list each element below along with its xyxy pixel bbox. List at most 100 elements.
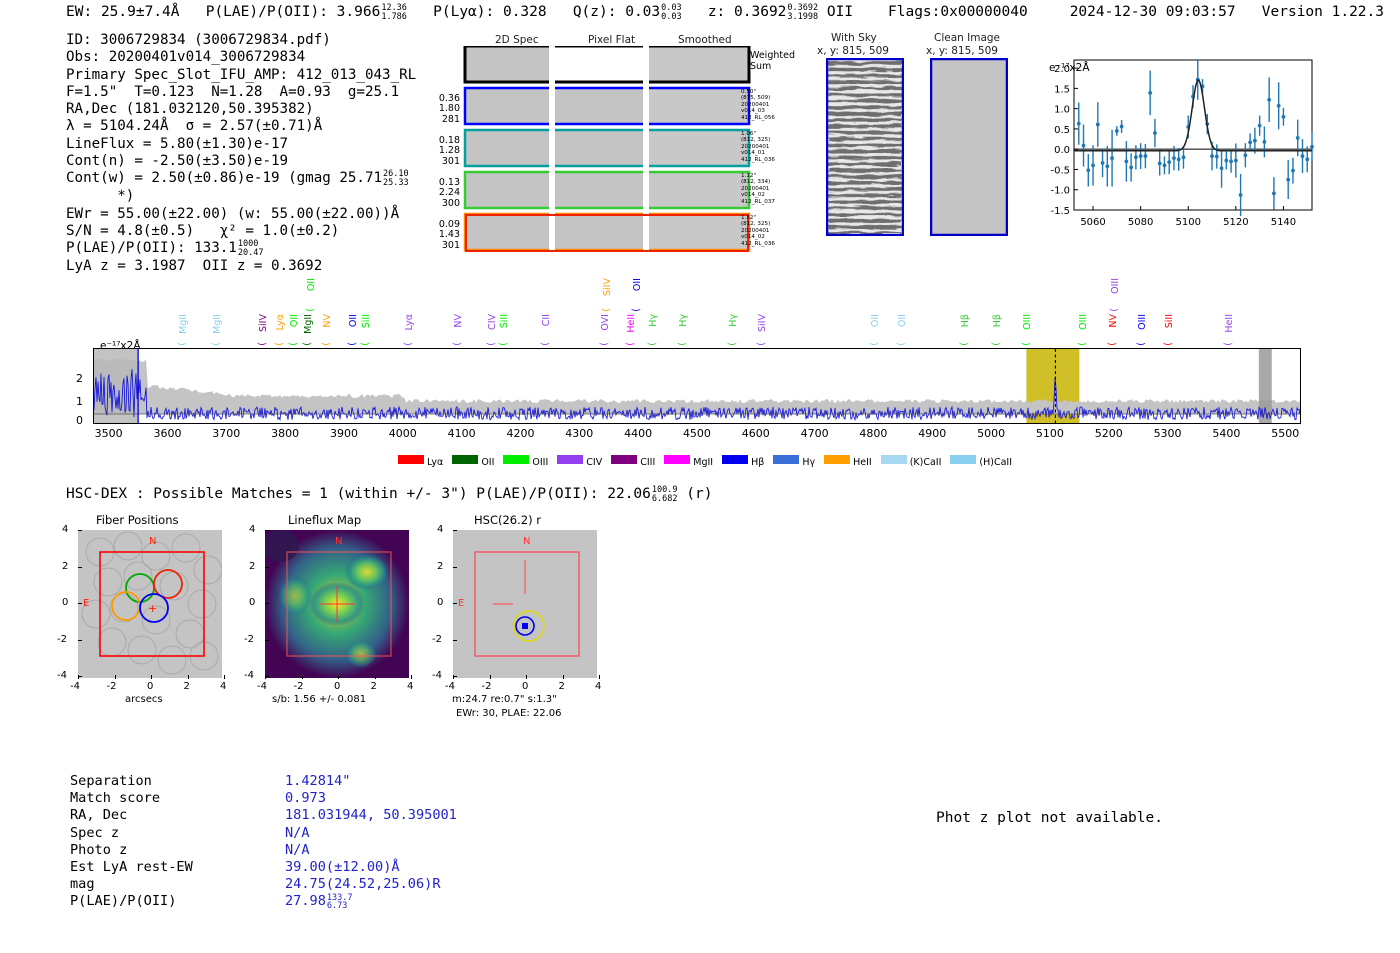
cutout-xtick: -4	[70, 681, 80, 692]
emission-line-brace: (	[498, 342, 509, 346]
with-sky-title: With Sky	[831, 32, 877, 44]
mosaic-row-border-red	[465, 214, 749, 252]
table-row-key: Spec z	[70, 824, 120, 841]
svg-text:E: E	[83, 598, 89, 609]
svg-text:1.0: 1.0	[1054, 105, 1070, 116]
full-spectrum-xtick: 3500	[94, 427, 123, 440]
cutout-ytick-mark	[78, 639, 82, 641]
cutout-xtick-mark	[187, 675, 189, 679]
info-sn-chi2: S/N = 4.8(±0.5) χ² = 1.0(±0.2)	[66, 222, 340, 239]
table-row-value: N/A	[285, 824, 310, 841]
svg-text:-0.5: -0.5	[1050, 165, 1070, 176]
emission-line-brace: (	[869, 342, 880, 346]
hsc-plae-band: (r)	[686, 486, 713, 502]
legend-label: (H)CaII	[979, 457, 1013, 468]
emission-line-brace: (	[360, 342, 371, 346]
svg-text:1.5: 1.5	[1054, 84, 1070, 95]
cutout-xtick-mark	[489, 675, 491, 679]
hsc-dex-text: HSC-DEX : Possible Matches = 1 (within +…	[66, 486, 651, 502]
emission-line-brace: (	[631, 308, 642, 312]
full-spectrum-xtick: 5000	[977, 427, 1006, 440]
legend-label: Hβ	[751, 457, 765, 468]
z-hi: 0.3692	[787, 3, 819, 14]
plae-label: P(LAE)/P(OII):	[205, 4, 328, 20]
z-type: OII	[826, 4, 854, 20]
cutout-xtick-mark	[411, 675, 412, 679]
cutout-xtick: 0	[147, 681, 154, 692]
emission-line-label: OII	[348, 314, 359, 328]
legend-swatch	[880, 455, 907, 464]
qz-value: 0.03	[625, 4, 661, 20]
info-cont-narrow: Cont(n) = -2.50(±3.50)e-19	[66, 153, 289, 170]
info-seeing: F=1.5" T=0.123 N=1.28 A=0.93 g=25.1	[66, 83, 400, 100]
emission-line-brace: (	[257, 342, 268, 346]
emission-line-label: HeII	[1224, 314, 1235, 333]
cutout-xtick-mark	[599, 675, 600, 679]
cutout-xtick: 2	[558, 681, 565, 692]
z-label: z:	[707, 4, 726, 20]
full-spectrum-xtick: 4100	[447, 427, 476, 440]
table-row: Match score 0.973	[70, 790, 457, 807]
plae-lo: 1.786	[381, 12, 407, 22]
emission-line-brace: (	[1109, 308, 1120, 312]
legend-label: MgII	[693, 457, 714, 468]
emission-line-label: CIV	[487, 314, 498, 330]
full-spectrum-units: e⁻¹⁷x2Å	[100, 340, 141, 352]
legend-swatch	[773, 455, 800, 464]
cutout-xtick-mark	[301, 675, 303, 679]
full-spectrum-xtick: 4300	[565, 427, 594, 440]
cutout-xtick-mark	[224, 675, 225, 679]
emission-line-label: Hβ	[992, 314, 1003, 328]
ew-label: EW:	[66, 4, 93, 20]
emission-line-label: Lyα	[404, 314, 415, 331]
z-lo: 3.1998	[787, 12, 819, 22]
mosaic-row-stats-1: 0.36 1.80 281	[438, 93, 460, 125]
plya-label: P(Lyα):	[433, 4, 495, 20]
cutout-xtick-mark	[265, 675, 266, 679]
legend-label: CIV	[586, 457, 603, 468]
svg-text:N: N	[335, 536, 342, 547]
cutout-ytick-mark	[453, 639, 457, 641]
emission-line-brace: (	[756, 342, 767, 346]
legend-label: OII	[481, 457, 495, 468]
full-spectrum-xtick: 4900	[918, 427, 947, 440]
svg-text:2.0: 2.0	[1054, 64, 1070, 75]
svg-text:-1.5: -1.5	[1050, 206, 1070, 217]
emission-line-label: OIII	[1137, 314, 1148, 330]
emission-line-brace: (	[321, 342, 332, 346]
cutout-xtick-mark	[78, 675, 79, 679]
legend-swatch	[557, 455, 584, 464]
info-redshifts: LyA z = 3.1987 OII z = 0.3692	[66, 258, 323, 275]
table-row: P(LAE)/P(OII) 27.98133.7 6.73	[70, 893, 457, 911]
emission-line-brace: (	[452, 342, 463, 346]
emission-line-label: OIII	[1078, 314, 1089, 330]
emission-line-brace: (	[1021, 342, 1032, 346]
full-spectrum-plot	[93, 348, 1301, 424]
cutout-ytick-mark	[265, 603, 269, 604]
emission-line-label: Hγ	[728, 314, 739, 327]
cutout-xtick: -4	[445, 681, 455, 692]
legend-swatch	[664, 455, 691, 464]
svg-text:0.5: 0.5	[1054, 125, 1070, 136]
zoom-plot-units: e⁻¹⁷x2Å	[1049, 62, 1090, 74]
svg-text:5060: 5060	[1080, 217, 1105, 228]
cutout-ytick: -4	[432, 670, 442, 681]
table-row-key: Est LyA rest-EW	[70, 859, 193, 876]
cutout-ytick: -2	[57, 633, 67, 645]
legend-label: HeII	[853, 457, 872, 468]
legend-label: Lyα	[427, 457, 444, 468]
timestamp-version: 2024-12-30 09:03:57 Version 1.22.3	[1070, 4, 1384, 20]
emission-line-brace: (	[1223, 342, 1234, 346]
plae-hi: 12.36	[381, 3, 407, 14]
hsc-plae-hi: 100.9	[651, 485, 678, 496]
emission-line-label: NV	[322, 314, 333, 328]
table-row-key: mag	[70, 876, 95, 893]
full-spectrum-ytick-1: 1	[76, 395, 83, 408]
mosaic-row-stats-3: 0.13 2.24 300	[438, 177, 460, 209]
emission-line-brace: (	[302, 342, 313, 346]
emission-line-brace: (	[896, 342, 907, 346]
emission-line-label: OII	[897, 314, 908, 328]
svg-text:0.0: 0.0	[1054, 145, 1070, 156]
source-info-block: ID: 3006729834 (3006729834.pdf) Obs: 202…	[66, 32, 416, 275]
mosaic-title-2dspec: 2D Spec	[495, 34, 539, 46]
